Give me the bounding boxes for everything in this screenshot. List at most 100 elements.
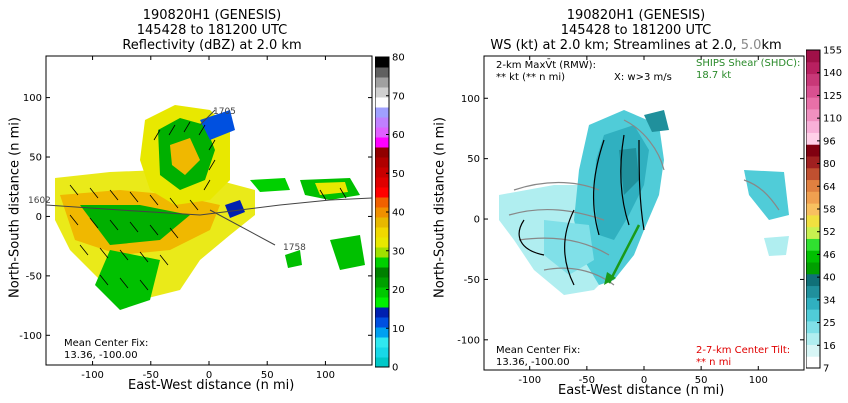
colorbar-tick-label: 125 bbox=[823, 91, 842, 102]
y-tick-label: -100 bbox=[457, 335, 480, 346]
left-title-line1: 190820H1 (GENESIS) bbox=[142, 8, 282, 23]
colorbar-swatch bbox=[806, 50, 820, 63]
right-mean-fix-label: Mean Center Fix: bbox=[496, 345, 581, 356]
colorbar-tick-label: 0 bbox=[392, 363, 398, 373]
colorbar-swatch bbox=[375, 207, 389, 218]
x-tick-label: -50 bbox=[143, 370, 159, 381]
colorbar-swatch bbox=[375, 227, 389, 238]
right-colorbar: 155 140 125 110 96 80 64 58 52 46 40 34 25 16 7 bbox=[806, 46, 842, 374]
ships-shear-label: SHIPS Shear (SHDC): bbox=[696, 58, 801, 69]
colorbar-swatch bbox=[806, 167, 820, 181]
colorbar-swatch bbox=[375, 187, 389, 198]
colorbar-swatch bbox=[375, 247, 389, 258]
colorbar-swatch bbox=[375, 337, 389, 348]
colorbar-swatch bbox=[375, 117, 389, 128]
colorbar-swatch bbox=[375, 127, 389, 138]
colorbar-swatch bbox=[375, 317, 389, 328]
colorbar-swatch bbox=[375, 277, 389, 288]
colorbar-swatch bbox=[806, 262, 820, 275]
colorbar-swatch bbox=[375, 257, 389, 268]
colorbar-swatch bbox=[375, 57, 389, 68]
x-tick-label: 50 bbox=[261, 370, 274, 381]
colorbar-swatch bbox=[375, 177, 389, 188]
x-tick-label: -50 bbox=[579, 375, 595, 386]
colorbar-tick-label: 30 bbox=[392, 246, 405, 257]
x-tick-label: -100 bbox=[81, 370, 104, 381]
colorbar-tick-label: 140 bbox=[823, 68, 842, 79]
maxvt-label: 2-km MaxV̄t (RMW): bbox=[496, 60, 596, 71]
streamlines-2km bbox=[518, 134, 645, 286]
right-title-line2: 145428 to 181200 UTC bbox=[560, 23, 712, 38]
left-title-line2: 145428 to 181200 UTC bbox=[136, 23, 288, 38]
right-xlabel: East-West distance (n mi) bbox=[558, 383, 725, 398]
shear-arrowhead bbox=[604, 272, 616, 285]
y-tick-label: 100 bbox=[461, 94, 480, 105]
left-mean-fix-value: 13.36, -100.00 bbox=[64, 350, 138, 361]
colorbar-tick-label: 40 bbox=[392, 208, 405, 219]
colorbar-swatch bbox=[375, 67, 389, 78]
colorbar-swatch bbox=[375, 107, 389, 118]
colorbar-tick-label: 64 bbox=[823, 182, 836, 193]
colorbar-swatch bbox=[806, 250, 820, 263]
colorbar-swatch bbox=[375, 237, 389, 248]
colorbar-swatch bbox=[806, 61, 820, 75]
colorbar-tick-label: 70 bbox=[392, 91, 405, 102]
colorbar-tick-label: 110 bbox=[823, 114, 842, 125]
colorbar-swatch bbox=[806, 132, 820, 145]
right-title-line3: WS (kt) at 2.0 km; Streamlines at 2.0, 5… bbox=[490, 38, 782, 53]
colorbar-swatch bbox=[375, 347, 389, 358]
colorbar-swatch bbox=[375, 307, 389, 318]
maxvt-value: ** kt (** n mi) bbox=[496, 72, 566, 83]
colorbar-swatch bbox=[375, 147, 389, 158]
right-axis-ticks: -100 -50 0 50 100 -100 -50 0 50 100 bbox=[457, 56, 804, 386]
colorbar-swatch bbox=[806, 191, 820, 204]
colorbar-tick-label: 10 bbox=[392, 324, 405, 335]
colorbar-swatch bbox=[806, 214, 820, 228]
colorbar-swatch bbox=[375, 197, 389, 208]
right-mean-fix-value: 13.36, -100.00 bbox=[496, 357, 570, 368]
colorbar-swatch bbox=[806, 156, 820, 169]
colorbar-swatch bbox=[806, 73, 820, 86]
colorbar-tick-label: 52 bbox=[823, 227, 836, 238]
colorbar-swatch bbox=[806, 320, 820, 334]
wind-barbs bbox=[69, 121, 347, 291]
center-track bbox=[45, 197, 373, 216]
x-tick-label: 100 bbox=[749, 375, 768, 386]
colorbar-tick-label: 96 bbox=[823, 136, 836, 147]
colorbar-tick-label: 40 bbox=[823, 273, 836, 284]
left-title-line3: Reflectivity (dBZ) at 2.0 km bbox=[122, 38, 302, 53]
track-label-1705: 1705 bbox=[213, 107, 236, 117]
x-tick-label: 0 bbox=[641, 375, 647, 386]
colorbar-swatch bbox=[806, 97, 820, 110]
x-tick-label: -100 bbox=[518, 375, 541, 386]
colorbar-swatch bbox=[806, 356, 820, 369]
y-tick-label: -50 bbox=[26, 271, 42, 282]
left-mean-fix-label: Mean Center Fix: bbox=[64, 338, 149, 349]
colorbar-tick-label: 155 bbox=[823, 46, 842, 57]
right-plot: -100 -50 0 50 100 -100 -50 0 50 100 bbox=[457, 55, 805, 386]
reflectivity-panel: 190820H1 (GENESIS) 145428 to 181200 UTC … bbox=[8, 8, 405, 393]
ships-shear-value: 18.7 kt bbox=[696, 70, 732, 81]
colorbar-tick-label: 16 bbox=[823, 341, 836, 352]
x-tick-label: 100 bbox=[316, 370, 335, 381]
y-tick-label: 50 bbox=[467, 154, 480, 165]
tilt-label: 2-7-km Center Tilt: bbox=[696, 345, 791, 356]
left-plot: 1602 1758 1705 -100 -50 0 50 100 -100 -50 0 50 10… bbox=[19, 55, 373, 381]
colorbar-tick-label: 25 bbox=[823, 318, 836, 329]
colorbar-swatch bbox=[375, 167, 389, 178]
colorbar-swatch bbox=[806, 309, 820, 322]
colorbar-swatch bbox=[806, 226, 820, 239]
reflectivity-field bbox=[55, 105, 365, 310]
colorbar-swatch bbox=[375, 157, 389, 168]
right-title-line1: 190820H1 (GENESIS) bbox=[566, 8, 706, 23]
colorbar-swatch bbox=[806, 238, 820, 251]
y-tick-label: 100 bbox=[23, 93, 42, 104]
colorbar-swatch bbox=[806, 332, 820, 345]
tilt-value: ** n mi bbox=[696, 357, 732, 368]
colorbar-tick-label: 60 bbox=[392, 130, 405, 141]
colorbar-swatch bbox=[806, 120, 820, 133]
colorbar-swatch bbox=[806, 144, 820, 157]
x-tick-label: 0 bbox=[206, 370, 212, 381]
center-track-branch bbox=[209, 209, 276, 246]
colorbar-tick-label: 80 bbox=[823, 159, 836, 170]
